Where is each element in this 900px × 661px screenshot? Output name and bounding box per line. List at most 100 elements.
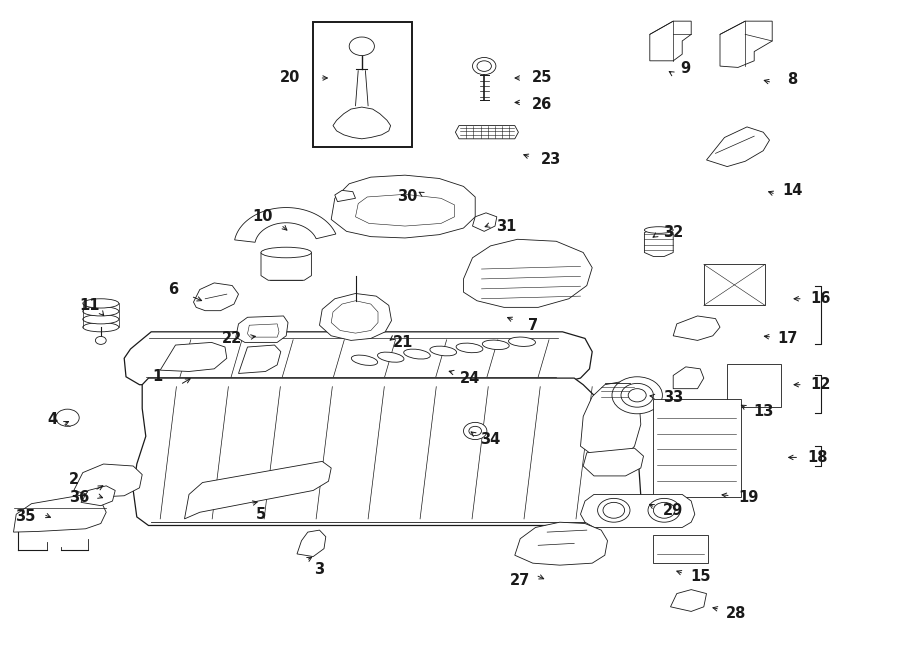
Text: 35: 35 [15,510,35,524]
Polygon shape [515,522,608,565]
Text: 33: 33 [663,391,683,405]
Polygon shape [238,345,281,373]
Text: 20: 20 [280,71,300,85]
Text: 26: 26 [532,97,552,112]
Text: 25: 25 [532,71,552,85]
Polygon shape [261,253,311,280]
Text: 24: 24 [460,371,480,385]
Polygon shape [472,213,497,231]
Ellipse shape [83,315,119,324]
Ellipse shape [644,227,673,233]
Bar [727,364,781,407]
Polygon shape [670,590,706,611]
Circle shape [612,377,662,414]
Circle shape [598,498,630,522]
Circle shape [628,389,646,402]
Polygon shape [194,283,238,311]
Polygon shape [580,494,695,527]
Circle shape [95,336,106,344]
Bar [313,22,412,147]
Text: 9: 9 [680,61,691,76]
Polygon shape [706,127,770,167]
Text: 18: 18 [807,450,827,465]
Text: 16: 16 [811,292,831,306]
Text: 12: 12 [811,377,831,392]
Text: 7: 7 [527,318,538,332]
Polygon shape [236,316,288,342]
Text: 4: 4 [47,412,58,427]
Polygon shape [160,342,227,371]
Text: 3: 3 [314,563,325,577]
Ellipse shape [482,340,509,350]
Ellipse shape [508,337,536,346]
Ellipse shape [83,307,119,316]
Bar [652,535,708,563]
Circle shape [472,58,496,75]
Text: 10: 10 [253,210,273,224]
Polygon shape [14,494,106,532]
Ellipse shape [456,343,483,353]
Polygon shape [464,239,592,307]
Text: 29: 29 [663,503,683,518]
Text: 32: 32 [663,225,683,240]
Polygon shape [331,301,378,333]
Ellipse shape [404,349,430,359]
Polygon shape [583,448,644,476]
Polygon shape [650,21,691,61]
Text: 34: 34 [481,432,500,447]
Polygon shape [455,126,518,139]
Polygon shape [133,378,641,525]
Text: 36: 36 [69,490,89,504]
Polygon shape [644,228,673,256]
Text: 23: 23 [541,153,561,167]
Text: 15: 15 [690,569,710,584]
Polygon shape [248,324,279,337]
Text: 2: 2 [68,472,79,486]
Text: 28: 28 [726,606,746,621]
Ellipse shape [430,346,456,356]
Ellipse shape [261,247,311,258]
Polygon shape [124,332,592,385]
Polygon shape [297,530,326,557]
Ellipse shape [83,323,119,332]
Circle shape [56,409,79,426]
Ellipse shape [377,352,404,362]
Text: 31: 31 [496,219,516,233]
Text: 13: 13 [753,404,773,418]
Polygon shape [184,461,331,519]
Text: 17: 17 [778,331,797,346]
Text: 11: 11 [80,298,100,313]
Bar [652,399,741,497]
Bar [704,264,765,305]
Polygon shape [331,175,475,238]
Polygon shape [673,367,704,389]
Text: 1: 1 [152,369,163,384]
Polygon shape [235,208,336,243]
Ellipse shape [83,299,119,308]
Circle shape [653,502,675,518]
Ellipse shape [351,355,378,366]
Polygon shape [335,190,356,202]
Polygon shape [673,316,720,340]
Polygon shape [356,194,454,226]
Polygon shape [580,382,641,459]
Text: 8: 8 [787,72,797,87]
Text: 21: 21 [393,335,413,350]
Text: 22: 22 [222,331,242,346]
Polygon shape [320,293,392,340]
Text: 14: 14 [782,183,802,198]
Text: 6: 6 [167,282,178,297]
Circle shape [648,498,680,522]
Polygon shape [333,107,391,139]
Circle shape [464,422,487,440]
Polygon shape [720,21,772,67]
Text: 30: 30 [397,190,417,204]
Text: 19: 19 [739,490,759,504]
Text: 27: 27 [510,573,530,588]
Polygon shape [74,464,142,497]
Circle shape [349,37,374,56]
Circle shape [469,426,482,436]
Circle shape [621,383,653,407]
Circle shape [603,502,625,518]
Text: 5: 5 [256,507,266,522]
